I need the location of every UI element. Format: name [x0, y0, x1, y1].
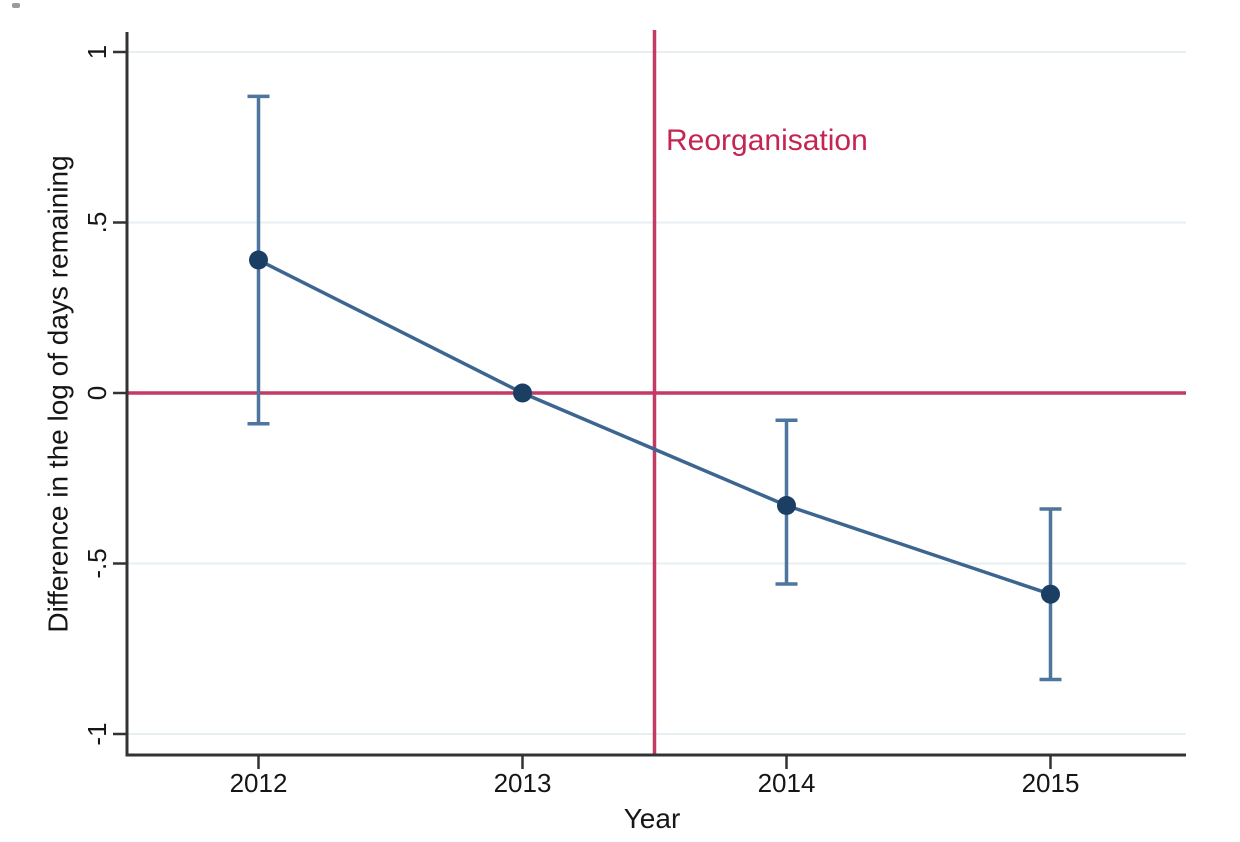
artifact-speck [12, 3, 20, 8]
series-line [257, 258, 1052, 596]
y-tick-label-0: 0 [82, 386, 112, 400]
y-axis-title: Difference in the log of days remaining [43, 155, 74, 632]
x-tick-label-2013: 2013 [494, 768, 552, 798]
data-point-2013 [513, 383, 532, 403]
y-tick-label-.5: .5 [82, 212, 112, 234]
axes [113, 32, 1186, 769]
tick-labels: 1 .5 0 -.5 -1 2012 2013 2014 2015 [82, 45, 1079, 798]
y-tick-label-1: 1 [82, 45, 112, 59]
y-tick-label--.5: -.5 [82, 548, 112, 578]
series-markers [249, 250, 1060, 604]
x-axis-title: Year [624, 803, 681, 834]
reference-line-label: Reorganisation [666, 124, 868, 157]
x-tick-label-2012: 2012 [230, 768, 288, 798]
x-tick-label-2014: 2014 [758, 768, 816, 798]
reference-lines [127, 30, 1186, 755]
data-point-2015 [1041, 584, 1060, 604]
y-tick-label--1: -1 [82, 722, 112, 745]
data-point-2014 [777, 496, 796, 516]
data-point-2012 [249, 250, 268, 270]
x-tick-label-2015: 2015 [1022, 768, 1080, 798]
estimate-line [257, 258, 1052, 596]
